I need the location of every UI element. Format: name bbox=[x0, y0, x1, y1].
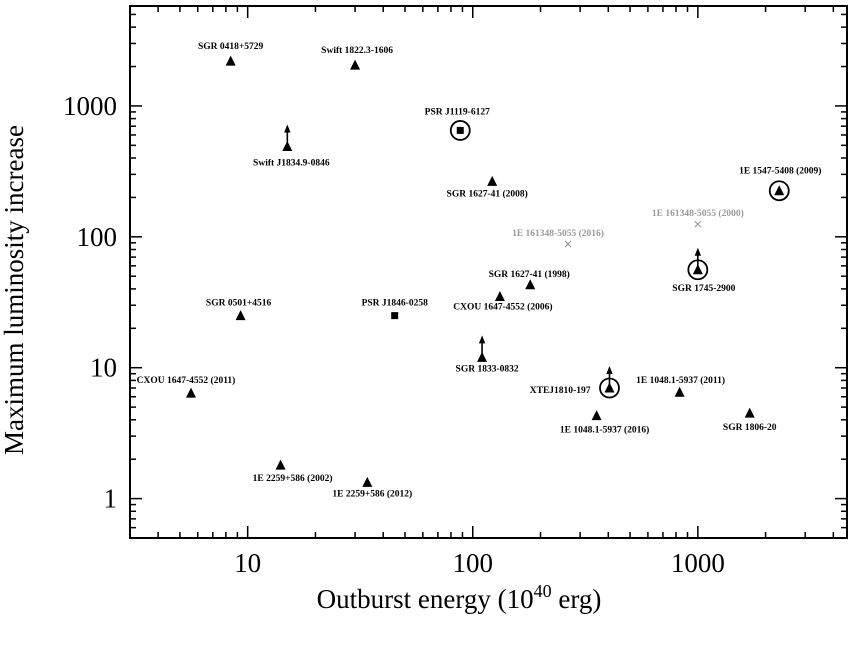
point-label: PSR J1846-0258 bbox=[362, 299, 428, 309]
upper-limit-arrowhead bbox=[284, 124, 291, 133]
triangle-marker bbox=[487, 175, 498, 186]
cross-marker bbox=[694, 220, 702, 228]
triangle-marker bbox=[774, 185, 785, 196]
point-label: 1E 2259+586 (2002) bbox=[253, 473, 333, 484]
point-label: 1E 1547-5408 (2009) bbox=[739, 166, 821, 177]
axis-ticks bbox=[129, 6, 847, 539]
plot-frame bbox=[129, 5, 848, 539]
y-tick-label: 100 bbox=[77, 222, 118, 252]
point-label: 1E 1048.1-5937 (2016) bbox=[560, 425, 649, 436]
axis-tick-labels: 10 100 1000 1 10 100 1000 bbox=[63, 91, 725, 578]
triangle-marker bbox=[591, 410, 602, 421]
point-label: PSR J1119-6127 bbox=[425, 107, 490, 117]
point-labels: SGR 0418+5729 Swift 1822.3-1606 PSR J1119-… bbox=[137, 42, 822, 499]
circled-marker-ring bbox=[449, 120, 471, 141]
triangle-marker bbox=[525, 279, 536, 290]
point-label: SGR 1806-20 bbox=[723, 423, 777, 433]
point-label: 1E 2259+586 (2012) bbox=[332, 488, 412, 499]
point-label: SGR 1627-41 (2008) bbox=[447, 188, 528, 199]
upper-limit-arrowhead bbox=[694, 247, 702, 256]
point-label: Swift 1822.3-1606 bbox=[321, 46, 393, 56]
triangle-marker bbox=[692, 264, 703, 275]
point-label: SGR 0418+5729 bbox=[198, 42, 264, 52]
point-label: CXOU 1647-4552 (2011) bbox=[137, 375, 236, 386]
triangle-marker bbox=[674, 386, 685, 397]
x-axis-title: Outburst energy (1040 erg) bbox=[317, 581, 602, 614]
point-label: XTEJ1810-197 bbox=[530, 386, 591, 396]
x-tick-label: 100 bbox=[453, 548, 494, 578]
circled-marker-ring bbox=[768, 180, 790, 202]
triangle-marker bbox=[186, 387, 197, 398]
point-label: CXOU 1647-4552 (2006) bbox=[453, 301, 552, 312]
triangle-marker bbox=[362, 476, 373, 487]
triangle-marker bbox=[350, 59, 361, 70]
triangle-marker bbox=[282, 140, 293, 151]
triangle-marker bbox=[477, 351, 488, 362]
cross-marker bbox=[564, 240, 572, 248]
y-tick-label: 1 bbox=[104, 484, 118, 514]
circled-marker-ring bbox=[687, 259, 709, 281]
point-label: 1E 1048.1-5937 (2011) bbox=[636, 375, 725, 386]
upper-limit-arrowhead bbox=[478, 335, 486, 344]
point-label: SGR 1833-0832 bbox=[456, 364, 519, 374]
point-label: SGR 1745-2900 bbox=[672, 284, 735, 294]
triangle-marker bbox=[494, 290, 505, 301]
triangle-marker bbox=[235, 310, 246, 321]
x-tick-label: 10 bbox=[234, 548, 261, 578]
point-label: 1E 161348-5055 (2016) bbox=[512, 228, 604, 239]
data-points bbox=[186, 55, 790, 487]
triangle-marker bbox=[225, 55, 236, 66]
triangle-marker bbox=[744, 407, 755, 418]
square-marker bbox=[391, 312, 399, 320]
point-label: 1E 161348-5055 (2000) bbox=[652, 208, 744, 219]
y-axis-title: Maximum luminosity increase bbox=[0, 125, 29, 455]
triangle-marker bbox=[275, 459, 286, 470]
point-label: SGR 0501+4516 bbox=[206, 299, 272, 309]
y-tick-label: 10 bbox=[90, 353, 117, 383]
upper-limit-arrowhead bbox=[606, 365, 613, 374]
point-label: Swift J1834.9-0846 bbox=[253, 158, 330, 168]
x-tick-label: 1000 bbox=[671, 548, 725, 578]
circled-marker-ring bbox=[599, 377, 620, 399]
square-marker bbox=[456, 126, 464, 134]
point-label: SGR 1627-41 (1998) bbox=[489, 269, 570, 280]
y-tick-label: 1000 bbox=[63, 91, 117, 121]
triangle-marker bbox=[604, 382, 615, 393]
